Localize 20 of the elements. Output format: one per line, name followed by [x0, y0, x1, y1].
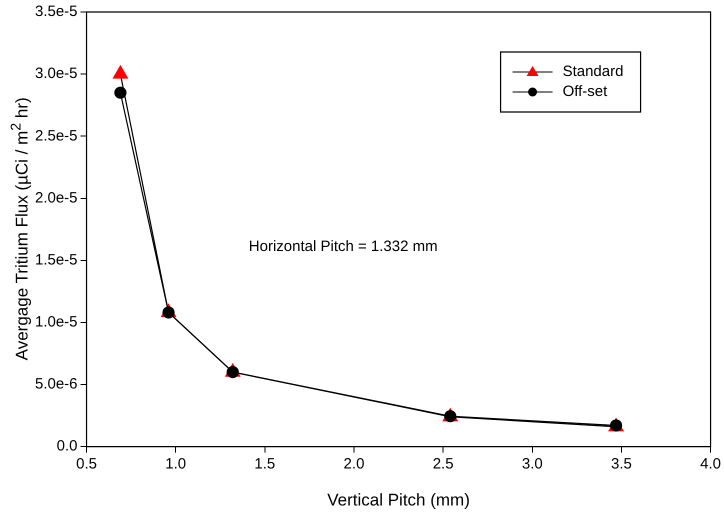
y-tick-label: 3.5e-5: [34, 3, 78, 20]
x-tick-label: 1.0: [165, 456, 186, 473]
x-tick-label: 1.5: [254, 456, 276, 473]
x-tick-label: 0.5: [76, 456, 97, 473]
x-tick-label: 3.0: [522, 456, 543, 473]
annotation: Horizontal Pitch = 1.332 mm: [248, 238, 438, 255]
x-tick-label: 3.5: [610, 456, 632, 473]
x-tick-label: 2.5: [432, 456, 454, 473]
y-tick-label: 1.5e-5: [34, 251, 78, 268]
y-tick-label: 2.5e-5: [34, 127, 78, 144]
y-tick-label: 1.0e-5: [34, 314, 78, 331]
legend-label: Standard: [562, 63, 624, 80]
x-tick-label: 2.0: [344, 456, 364, 473]
y-tick-label: 2.0e-5: [34, 189, 78, 206]
y-tick-label: 0.0: [56, 438, 78, 455]
x-axis-title: Vertical Pitch (mm): [327, 490, 470, 510]
x-tick-label: 4.0: [700, 456, 722, 473]
legend-label: Off-set: [562, 83, 608, 100]
y-tick-label: 5.0e-6: [34, 376, 78, 393]
y-tick-label: 3.0e-5: [34, 65, 78, 82]
